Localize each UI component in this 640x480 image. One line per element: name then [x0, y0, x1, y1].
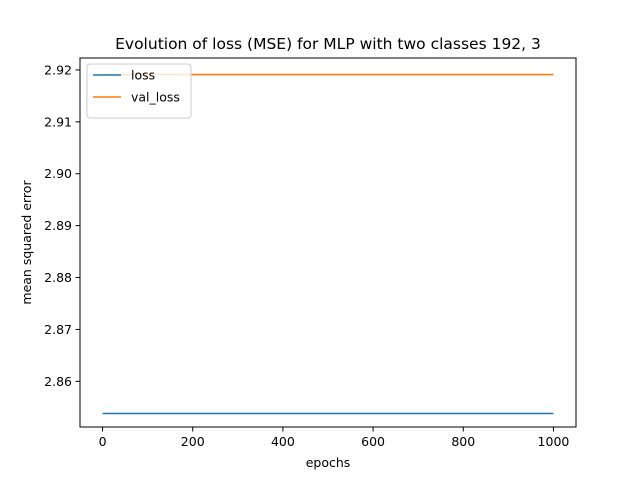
- x-tick-label: 1000: [538, 434, 570, 449]
- y-tick-label: 2.89: [44, 218, 72, 233]
- y-axis-label: mean squared error: [19, 180, 34, 305]
- x-tick-label: 600: [361, 434, 385, 449]
- legend-label-loss: loss: [131, 68, 155, 83]
- y-tick-label: 2.91: [44, 114, 72, 129]
- y-tick-label: 2.86: [44, 374, 72, 389]
- legend: loss val_loss: [86, 63, 192, 119]
- x-tick-label: 0: [99, 434, 107, 449]
- plot-area-frame: [79, 57, 577, 428]
- y-tick-label: 2.88: [44, 270, 72, 285]
- x-tick-label: 200: [181, 434, 205, 449]
- legend-box: [86, 63, 192, 119]
- x-axis-label: epochs: [306, 455, 351, 470]
- x-tick-label: 800: [451, 434, 475, 449]
- x-tick-label: 400: [271, 434, 295, 449]
- x-axis-ticks: 0 200 400 600 800 1000: [99, 427, 570, 449]
- y-tick-label: 2.87: [44, 322, 72, 337]
- y-tick-label: 2.90: [44, 166, 72, 181]
- y-tick-label: 2.92: [44, 62, 72, 77]
- chart-title: Evolution of loss (MSE) for MLP with two…: [115, 35, 541, 53]
- legend-label-val-loss: val_loss: [131, 90, 180, 105]
- y-axis-ticks: 2.86 2.87 2.88 2.89 2.90 2.91 2.92: [44, 62, 80, 389]
